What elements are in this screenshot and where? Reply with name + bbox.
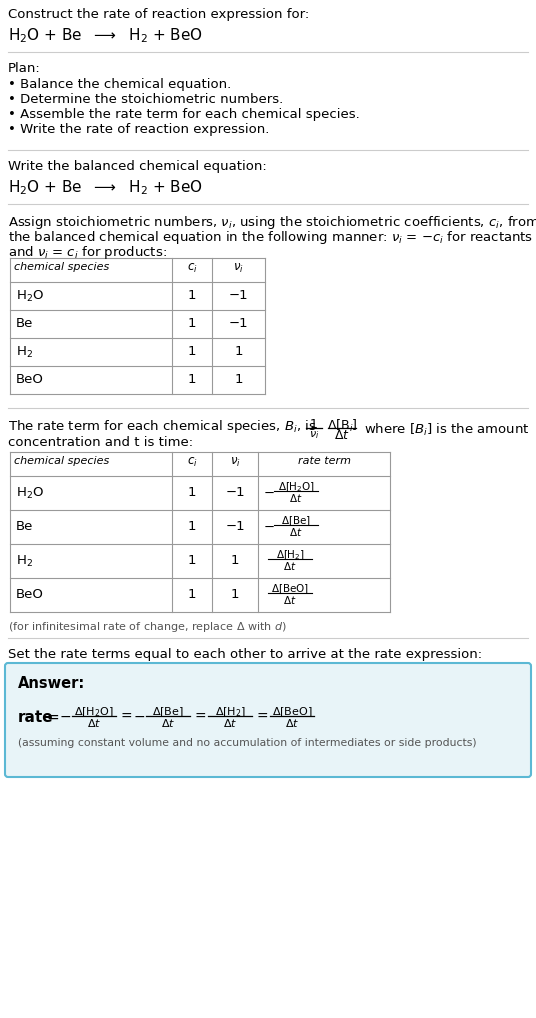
- Text: $\Delta$[Be]: $\Delta$[Be]: [281, 514, 311, 527]
- Text: $\Delta$[H$_2$O]: $\Delta$[H$_2$O]: [278, 480, 315, 494]
- Text: $\nu_i$: $\nu_i$: [233, 262, 244, 275]
- Text: $\Delta t$: $\Delta t$: [289, 492, 303, 504]
- FancyBboxPatch shape: [5, 663, 531, 777]
- Text: Assign stoichiometric numbers, $\mathit{\nu_i}$, using the stoichiometric coeffi: Assign stoichiometric numbers, $\mathit{…: [8, 214, 536, 231]
- Text: $\mathsf{H_2O}$ $+$ Be  $\longrightarrow$  $\mathsf{H_2}$ $+$ BeO: $\mathsf{H_2O}$ $+$ Be $\longrightarrow$…: [8, 26, 203, 45]
- Text: =: =: [46, 710, 59, 725]
- Text: $\Delta t$: $\Delta t$: [285, 717, 299, 729]
- Text: $\Delta t$: $\Delta t$: [289, 526, 303, 538]
- Text: −1: −1: [225, 486, 245, 499]
- Text: $\mathsf{H_2O}$ $+$ Be  $\longrightarrow$  $\mathsf{H_2}$ $+$ BeO: $\mathsf{H_2O}$ $+$ Be $\longrightarrow$…: [8, 178, 203, 196]
- Text: $\mathsf{H_2}$: $\mathsf{H_2}$: [16, 554, 33, 569]
- Text: −: −: [264, 487, 275, 500]
- Text: 1: 1: [188, 520, 196, 533]
- Text: rate term: rate term: [297, 456, 351, 466]
- Text: −1: −1: [229, 317, 248, 330]
- Text: 1: 1: [234, 345, 243, 358]
- Text: =: =: [120, 710, 132, 724]
- Text: 1: 1: [310, 418, 318, 431]
- Text: the balanced chemical equation in the following manner: $\mathit{\nu_i}$ = $-\ma: the balanced chemical equation in the fo…: [8, 229, 533, 246]
- Text: $\Delta$[BeO]: $\Delta$[BeO]: [272, 705, 312, 719]
- Text: concentration and t is time:: concentration and t is time:: [8, 436, 193, 449]
- Text: • Determine the stoichiometric numbers.: • Determine the stoichiometric numbers.: [8, 93, 283, 106]
- Text: Be: Be: [16, 520, 33, 533]
- Text: $\Delta t$: $\Delta t$: [334, 429, 350, 442]
- Text: −: −: [264, 521, 275, 534]
- Text: $c_i$: $c_i$: [187, 456, 197, 469]
- Text: (for infinitesimal rate of change, replace $\Delta$ with $d$): (for infinitesimal rate of change, repla…: [8, 620, 287, 634]
- Text: 1: 1: [231, 588, 239, 601]
- Text: =: =: [194, 710, 206, 724]
- Text: $\Delta$[H$_2$]: $\Delta$[H$_2$]: [276, 548, 304, 562]
- Text: • Assemble the rate term for each chemical species.: • Assemble the rate term for each chemic…: [8, 108, 360, 121]
- Text: Answer:: Answer:: [18, 676, 85, 691]
- Text: 1: 1: [188, 317, 196, 330]
- Text: • Write the rate of reaction expression.: • Write the rate of reaction expression.: [8, 123, 270, 136]
- Text: Construct the rate of reaction expression for:: Construct the rate of reaction expressio…: [8, 8, 309, 21]
- Text: $\Delta t$: $\Delta t$: [161, 717, 175, 729]
- Text: $\Delta t$: $\Delta t$: [223, 717, 237, 729]
- Text: −: −: [60, 710, 72, 724]
- Text: $\mathsf{H_2}$: $\mathsf{H_2}$: [16, 345, 33, 360]
- Text: Be: Be: [16, 317, 33, 330]
- Text: BeO: BeO: [16, 373, 44, 386]
- Text: −: −: [134, 710, 146, 724]
- Text: • Balance the chemical equation.: • Balance the chemical equation.: [8, 78, 231, 91]
- Text: BeO: BeO: [16, 588, 44, 601]
- Text: $\mathsf{H_2O}$: $\mathsf{H_2O}$: [16, 289, 44, 304]
- Text: and $\mathit{\nu_i}$ = $\mathit{c_i}$ for products:: and $\mathit{\nu_i}$ = $\mathit{c_i}$ fo…: [8, 244, 167, 261]
- Text: 1: 1: [188, 554, 196, 567]
- Text: $\Delta$[BeO]: $\Delta$[BeO]: [271, 582, 309, 596]
- Text: $\Delta$[B$_i$]: $\Delta$[B$_i$]: [326, 418, 358, 434]
- Text: 1: 1: [188, 373, 196, 386]
- Text: rate: rate: [18, 710, 54, 725]
- Text: $\Delta t$: $\Delta t$: [283, 593, 297, 606]
- Text: 1: 1: [188, 289, 196, 302]
- Text: chemical species: chemical species: [14, 262, 109, 272]
- Text: $\Delta t$: $\Delta t$: [283, 560, 297, 572]
- Text: $\nu_i$: $\nu_i$: [229, 456, 241, 469]
- Text: $c_i$: $c_i$: [187, 262, 197, 275]
- Text: Write the balanced chemical equation:: Write the balanced chemical equation:: [8, 160, 267, 173]
- Text: $\mathsf{H_2O}$: $\mathsf{H_2O}$: [16, 486, 44, 501]
- Text: 1: 1: [188, 345, 196, 358]
- Text: $\nu_i$: $\nu_i$: [309, 429, 319, 441]
- Text: $\Delta$[H$_2$]: $\Delta$[H$_2$]: [214, 705, 245, 719]
- Text: $\Delta t$: $\Delta t$: [87, 717, 101, 729]
- Text: $\Delta$[H$_2$O]: $\Delta$[H$_2$O]: [75, 705, 114, 719]
- Text: Set the rate terms equal to each other to arrive at the rate expression:: Set the rate terms equal to each other t…: [8, 648, 482, 661]
- Text: The rate term for each chemical species, $B_i$, is: The rate term for each chemical species,…: [8, 418, 317, 435]
- Text: −1: −1: [225, 520, 245, 533]
- Text: (assuming constant volume and no accumulation of intermediates or side products): (assuming constant volume and no accumul…: [18, 738, 477, 748]
- Text: Plan:: Plan:: [8, 62, 41, 75]
- Text: 1: 1: [188, 588, 196, 601]
- Text: 1: 1: [234, 373, 243, 386]
- Text: 1: 1: [231, 554, 239, 567]
- Text: chemical species: chemical species: [14, 456, 109, 466]
- Text: where [$B_i$] is the amount: where [$B_i$] is the amount: [364, 422, 530, 438]
- Text: $\Delta$[Be]: $\Delta$[Be]: [152, 705, 184, 719]
- Text: −1: −1: [229, 289, 248, 302]
- Text: =: =: [256, 710, 267, 724]
- Text: 1: 1: [188, 486, 196, 499]
